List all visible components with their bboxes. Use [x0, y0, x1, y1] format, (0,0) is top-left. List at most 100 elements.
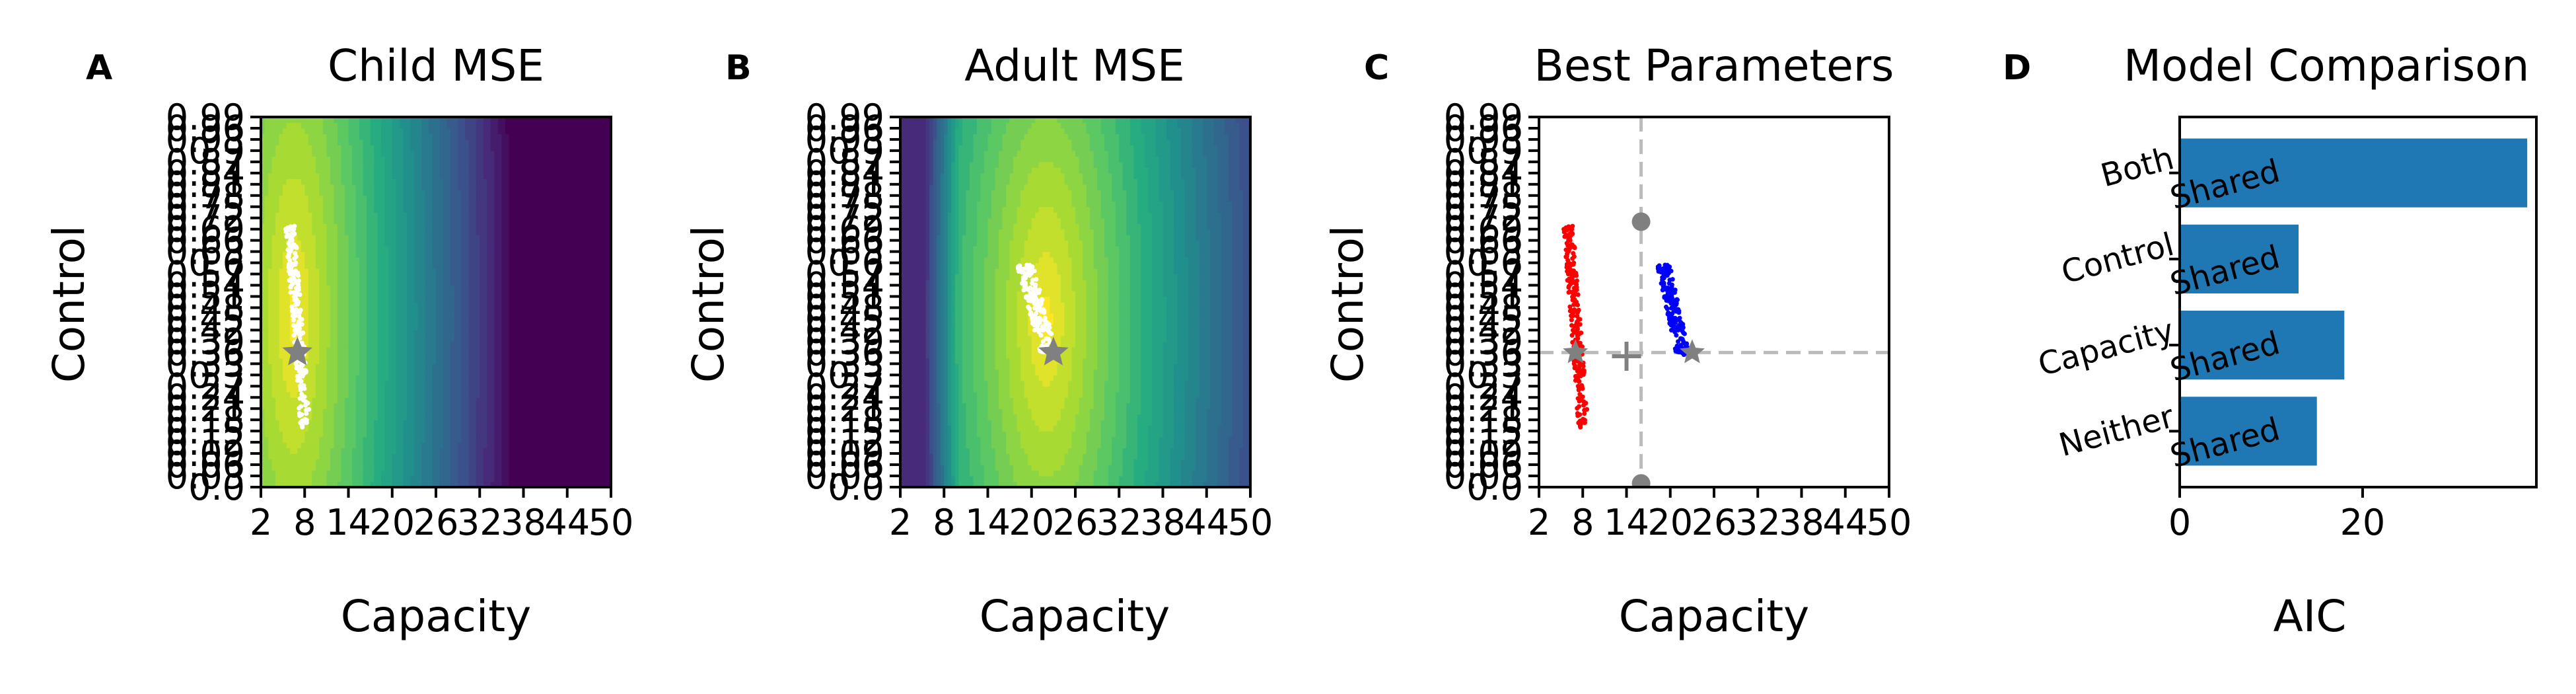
heatmap-cell	[381, 190, 386, 196]
heatmap-cell	[487, 420, 491, 426]
heatmap-cell	[480, 280, 484, 286]
heatmap-cell	[363, 217, 367, 224]
heatmap-cell	[443, 134, 448, 140]
heatmap-cell	[523, 420, 528, 426]
heatmap-cell	[337, 447, 342, 454]
heatmap-cell	[523, 117, 528, 124]
heatmap-cell	[512, 190, 517, 196]
heatmap-cell	[472, 280, 477, 286]
heatmap-cell	[315, 358, 320, 364]
heatmap-cell	[480, 431, 484, 438]
heatmap-cell	[290, 173, 295, 179]
heatmap-cell	[519, 122, 524, 129]
heatmap-cell	[315, 291, 320, 297]
heatmap-cell	[403, 145, 408, 151]
heatmap-cell	[483, 173, 487, 179]
heatmap-cell	[472, 364, 477, 370]
heatmap-cell	[334, 375, 338, 381]
heatmap-cell	[312, 257, 316, 264]
heatmap-cell	[465, 397, 470, 404]
heatmap-cell	[312, 352, 316, 359]
heatmap-cell	[319, 470, 324, 477]
heatmap-cell	[384, 380, 389, 387]
heatmap-cell	[406, 167, 411, 174]
heatmap-cell	[527, 195, 532, 202]
heatmap-cell	[268, 470, 273, 477]
heatmap-cell	[319, 453, 324, 460]
heatmap-cell	[279, 358, 283, 364]
heatmap-cell	[454, 470, 458, 477]
heatmap-cell	[509, 335, 513, 342]
heatmap-cell	[388, 453, 393, 460]
heatmap-cell	[461, 375, 466, 381]
heatmap-cell	[483, 397, 487, 404]
heatmap-cell	[286, 212, 291, 219]
heatmap-cell	[403, 442, 408, 449]
heatmap-cell	[421, 302, 426, 309]
heatmap-cell	[348, 335, 353, 342]
heatmap-cell	[472, 268, 477, 275]
heatmap-cell	[334, 291, 338, 297]
heatmap-cell	[458, 414, 462, 420]
heatmap-cell	[447, 223, 451, 230]
heatmap-cell	[516, 319, 520, 325]
heatmap-cell	[530, 206, 535, 213]
heatmap-cell	[275, 397, 280, 404]
heatmap-cell	[516, 217, 520, 224]
heatmap-cell	[450, 145, 455, 151]
heatmap-cell	[312, 403, 316, 409]
heatmap-cell	[367, 235, 371, 241]
heatmap-cell	[523, 431, 528, 438]
heatmap-cell	[490, 414, 495, 420]
heatmap-cell	[468, 134, 473, 140]
heatmap-cell	[275, 481, 280, 487]
heatmap-cell	[279, 403, 283, 409]
heatmap-cell	[304, 465, 309, 471]
heatmap-cell	[322, 346, 327, 353]
heatmap-cell	[261, 257, 266, 264]
heatmap-cell	[286, 122, 291, 129]
heatmap-cell	[406, 386, 411, 393]
heatmap-cell	[425, 206, 429, 213]
heatmap-cell	[341, 173, 345, 179]
heatmap-cell	[355, 442, 360, 449]
heatmap-cell	[472, 408, 477, 415]
heatmap-cell	[330, 117, 335, 124]
heatmap-cell	[530, 324, 535, 331]
heatmap-cell	[436, 408, 441, 415]
heatmap-cell	[322, 235, 327, 241]
heatmap-cell	[399, 324, 404, 331]
heatmap-cell	[297, 223, 302, 230]
heatmap-cell	[271, 145, 276, 151]
heatmap-cell	[271, 167, 276, 174]
heatmap-cell	[301, 408, 305, 415]
heatmap-cell	[480, 291, 484, 297]
heatmap-cell	[355, 128, 360, 135]
heatmap-cell	[413, 117, 418, 124]
heatmap-cell	[480, 285, 484, 291]
heatmap-cell	[399, 251, 404, 258]
heatmap-cell	[367, 251, 371, 258]
heatmap-cell	[330, 420, 335, 426]
heatmap-cell	[384, 178, 389, 185]
heatmap-cell	[512, 302, 517, 309]
heatmap-cell	[312, 296, 316, 303]
heatmap-cell	[399, 335, 404, 342]
heatmap-cell	[432, 274, 437, 280]
heatmap-cell	[341, 324, 345, 331]
heatmap-cell	[450, 476, 455, 482]
heatmap-cell	[370, 476, 375, 482]
heatmap-cell	[428, 476, 433, 482]
heatmap-cell	[363, 397, 367, 404]
heatmap-cell	[505, 223, 510, 230]
heatmap-cell	[413, 425, 418, 432]
heatmap-cell	[483, 150, 487, 157]
heatmap-cell	[304, 335, 309, 342]
heatmap-cell	[355, 240, 360, 247]
heatmap-cell	[264, 436, 269, 443]
heatmap-cell	[315, 476, 320, 482]
heatmap-cell	[301, 257, 305, 264]
heatmap-cell	[439, 470, 444, 477]
heatmap-cell	[334, 403, 338, 409]
heatmap-cell	[527, 465, 532, 471]
